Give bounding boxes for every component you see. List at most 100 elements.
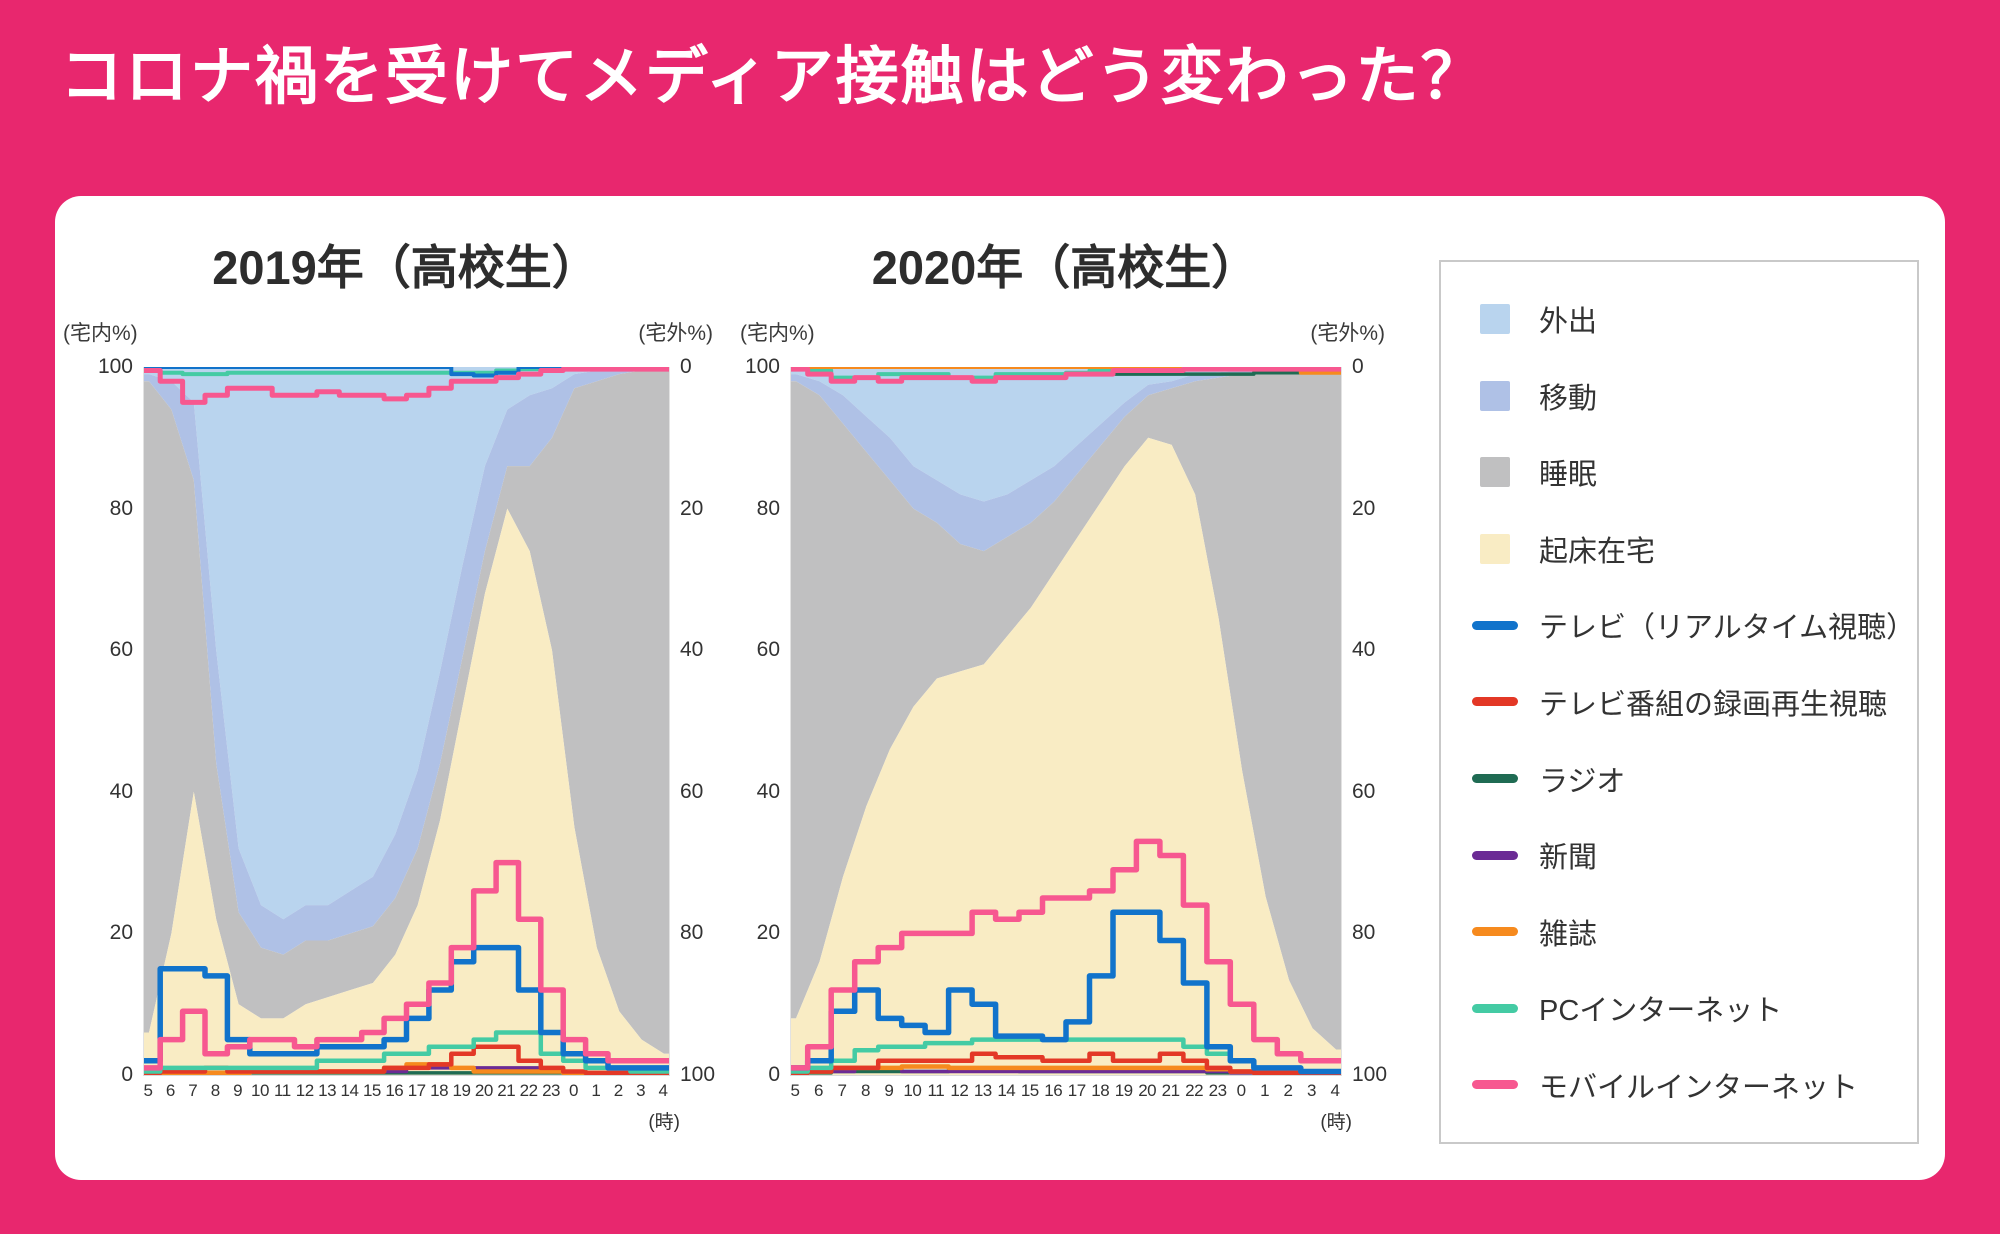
x-axis-unit: (時) [648,1112,680,1133]
x-axis-tick: 8 [210,1081,220,1100]
pc-swatch-icon [1471,1003,1519,1013]
x-axis-unit: (時) [1320,1112,1352,1133]
left-axis-tick: 40 [109,779,133,803]
line-home-tv_rec [791,1051,1341,1075]
x-axis-tick: 11 [274,1081,291,1100]
area-transit [144,368,669,955]
x-axis-tick: 7 [188,1081,198,1100]
left-axis-tick: 60 [109,638,133,662]
tv-swatch-icon [1471,620,1519,630]
magazine-swatch-icon [1471,927,1519,937]
legend-item-radio: ラジオ [1471,762,1907,798]
legend-label: モバイルインターネット [1539,1071,1859,1104]
left-axis-tick: 20 [756,921,780,945]
left-axis-label: (宅内%) [63,322,138,345]
legend-label: 移動 [1539,382,1598,415]
x-axis-tick: 7 [837,1081,847,1100]
legend-item-newspaper: 新聞 [1471,838,1907,874]
x-axis-tick: 6 [813,1081,823,1100]
legend-item-sleep: 睡眠 [1471,455,1907,491]
plot-area-2020 [790,367,1342,1076]
x-axis-tick: 23 [1208,1081,1227,1100]
x-axis-tick: 17 [1067,1081,1086,1100]
x-axis-tick: 11 [927,1081,945,1100]
line-away-radio [791,367,1341,376]
out-swatch-icon [1471,304,1519,334]
left-axis-tick: 0 [121,1063,133,1086]
right-axis-tick: 0 [1352,355,1364,378]
chart-title-2019: 2019年（高校生） [212,241,599,294]
x-axis-tick: 13 [318,1081,337,1100]
right-axis-label: (宅外%) [1310,322,1385,345]
x-axis-tick: 8 [860,1081,870,1100]
chart-canvas [144,367,669,1075]
left-axis-tick: 100 [744,355,780,378]
right-axis-tick: 20 [680,496,704,520]
x-axis-tick: 18 [430,1081,449,1100]
x-axis-tick: 1 [591,1081,601,1100]
right-axis-tick: 100 [1352,1063,1388,1086]
chart-title-2020: 2020年（高校生） [871,241,1259,294]
x-axis-tick: 2 [1283,1081,1293,1100]
x-axis-tick: 4 [658,1081,668,1100]
chart-canvas [791,367,1341,1075]
chart-card: 2019年（高校生） (宅内%) (宅外%) 100 80 60 40 20 0 0 20 40… [55,196,1945,1180]
mobile-swatch-icon [1471,1080,1519,1090]
legend-item-out: 外出 [1471,302,1907,338]
line-home-tv [791,909,1341,1075]
x-axis-tick: 5 [790,1081,800,1100]
right-axis-tick: 0 [680,355,692,378]
left-axis-tick: 60 [756,638,780,662]
x-axis-tick: 22 [519,1081,538,1100]
right-axis-tick: 20 [1352,496,1376,520]
legend-label: 新聞 [1539,842,1598,875]
legend-label: 睡眠 [1539,459,1598,492]
x-axis-tick: 19 [452,1081,471,1100]
x-axis-tick: 18 [1091,1081,1110,1100]
line-home-mobile [791,838,1341,1071]
legend-label: ラジオ [1539,765,1626,798]
newspaper-swatch-icon [1471,850,1519,860]
transit-swatch-icon [1471,380,1519,411]
x-axis-tick: 12 [950,1081,969,1100]
right-axis-tick: 60 [680,779,704,803]
area-awake [144,508,669,1075]
right-axis-tick: 80 [680,921,704,945]
legend-label: PCインターネット [1539,995,1783,1028]
x-axis-tick: 0 [1236,1081,1246,1100]
x-axis-tick: 14 [340,1081,359,1100]
right-axis-tick: 40 [680,638,704,662]
right-axis-tick: 40 [1352,638,1376,662]
x-axis-tick: 19 [1114,1081,1133,1100]
x-axis-tick: 2 [613,1081,623,1100]
x-axis-tick: 23 [542,1081,560,1100]
line-home-mobile [144,859,669,1071]
x-axis-tick: 14 [997,1081,1016,1100]
right-axis-tick: 60 [1352,779,1376,803]
x-axis-tick: 3 [1307,1081,1316,1100]
area-sleep [144,370,669,1054]
radio-swatch-icon [1471,774,1519,784]
legend-label: テレビ（リアルタイム視聴） [1539,612,1916,645]
area-out [791,367,1341,502]
area-out [144,367,669,920]
left-axis-tick: 100 [97,355,133,378]
left-axis-tick: 20 [109,921,133,945]
legend-item-mobile: モバイルインターネット [1471,1068,1907,1104]
x-axis-tick: 13 [973,1081,992,1100]
legend-item-magazine: 雑誌 [1471,915,1907,951]
legend-label: 起床在宅 [1539,535,1656,568]
awake-swatch-icon [1471,533,1519,564]
x-axis-tick: 9 [884,1081,894,1100]
x-axis-tick: 15 [1020,1081,1039,1100]
legend-item-awake: 起床在宅 [1471,532,1907,568]
area-awake [791,437,1341,1075]
x-axis-tick: 0 [568,1081,578,1100]
x-axis-tick: 4 [1330,1081,1340,1100]
x-axis-tick: 20 [1138,1081,1157,1100]
legend-item-tv_rec: テレビ番組の録画再生視聴 [1471,685,1907,721]
line-away-mobile [791,367,1341,384]
x-axis-tick: 16 [1044,1081,1063,1100]
x-axis-tick: 5 [143,1081,153,1100]
legend-label: テレビ番組の録画再生視聴 [1539,688,1888,721]
